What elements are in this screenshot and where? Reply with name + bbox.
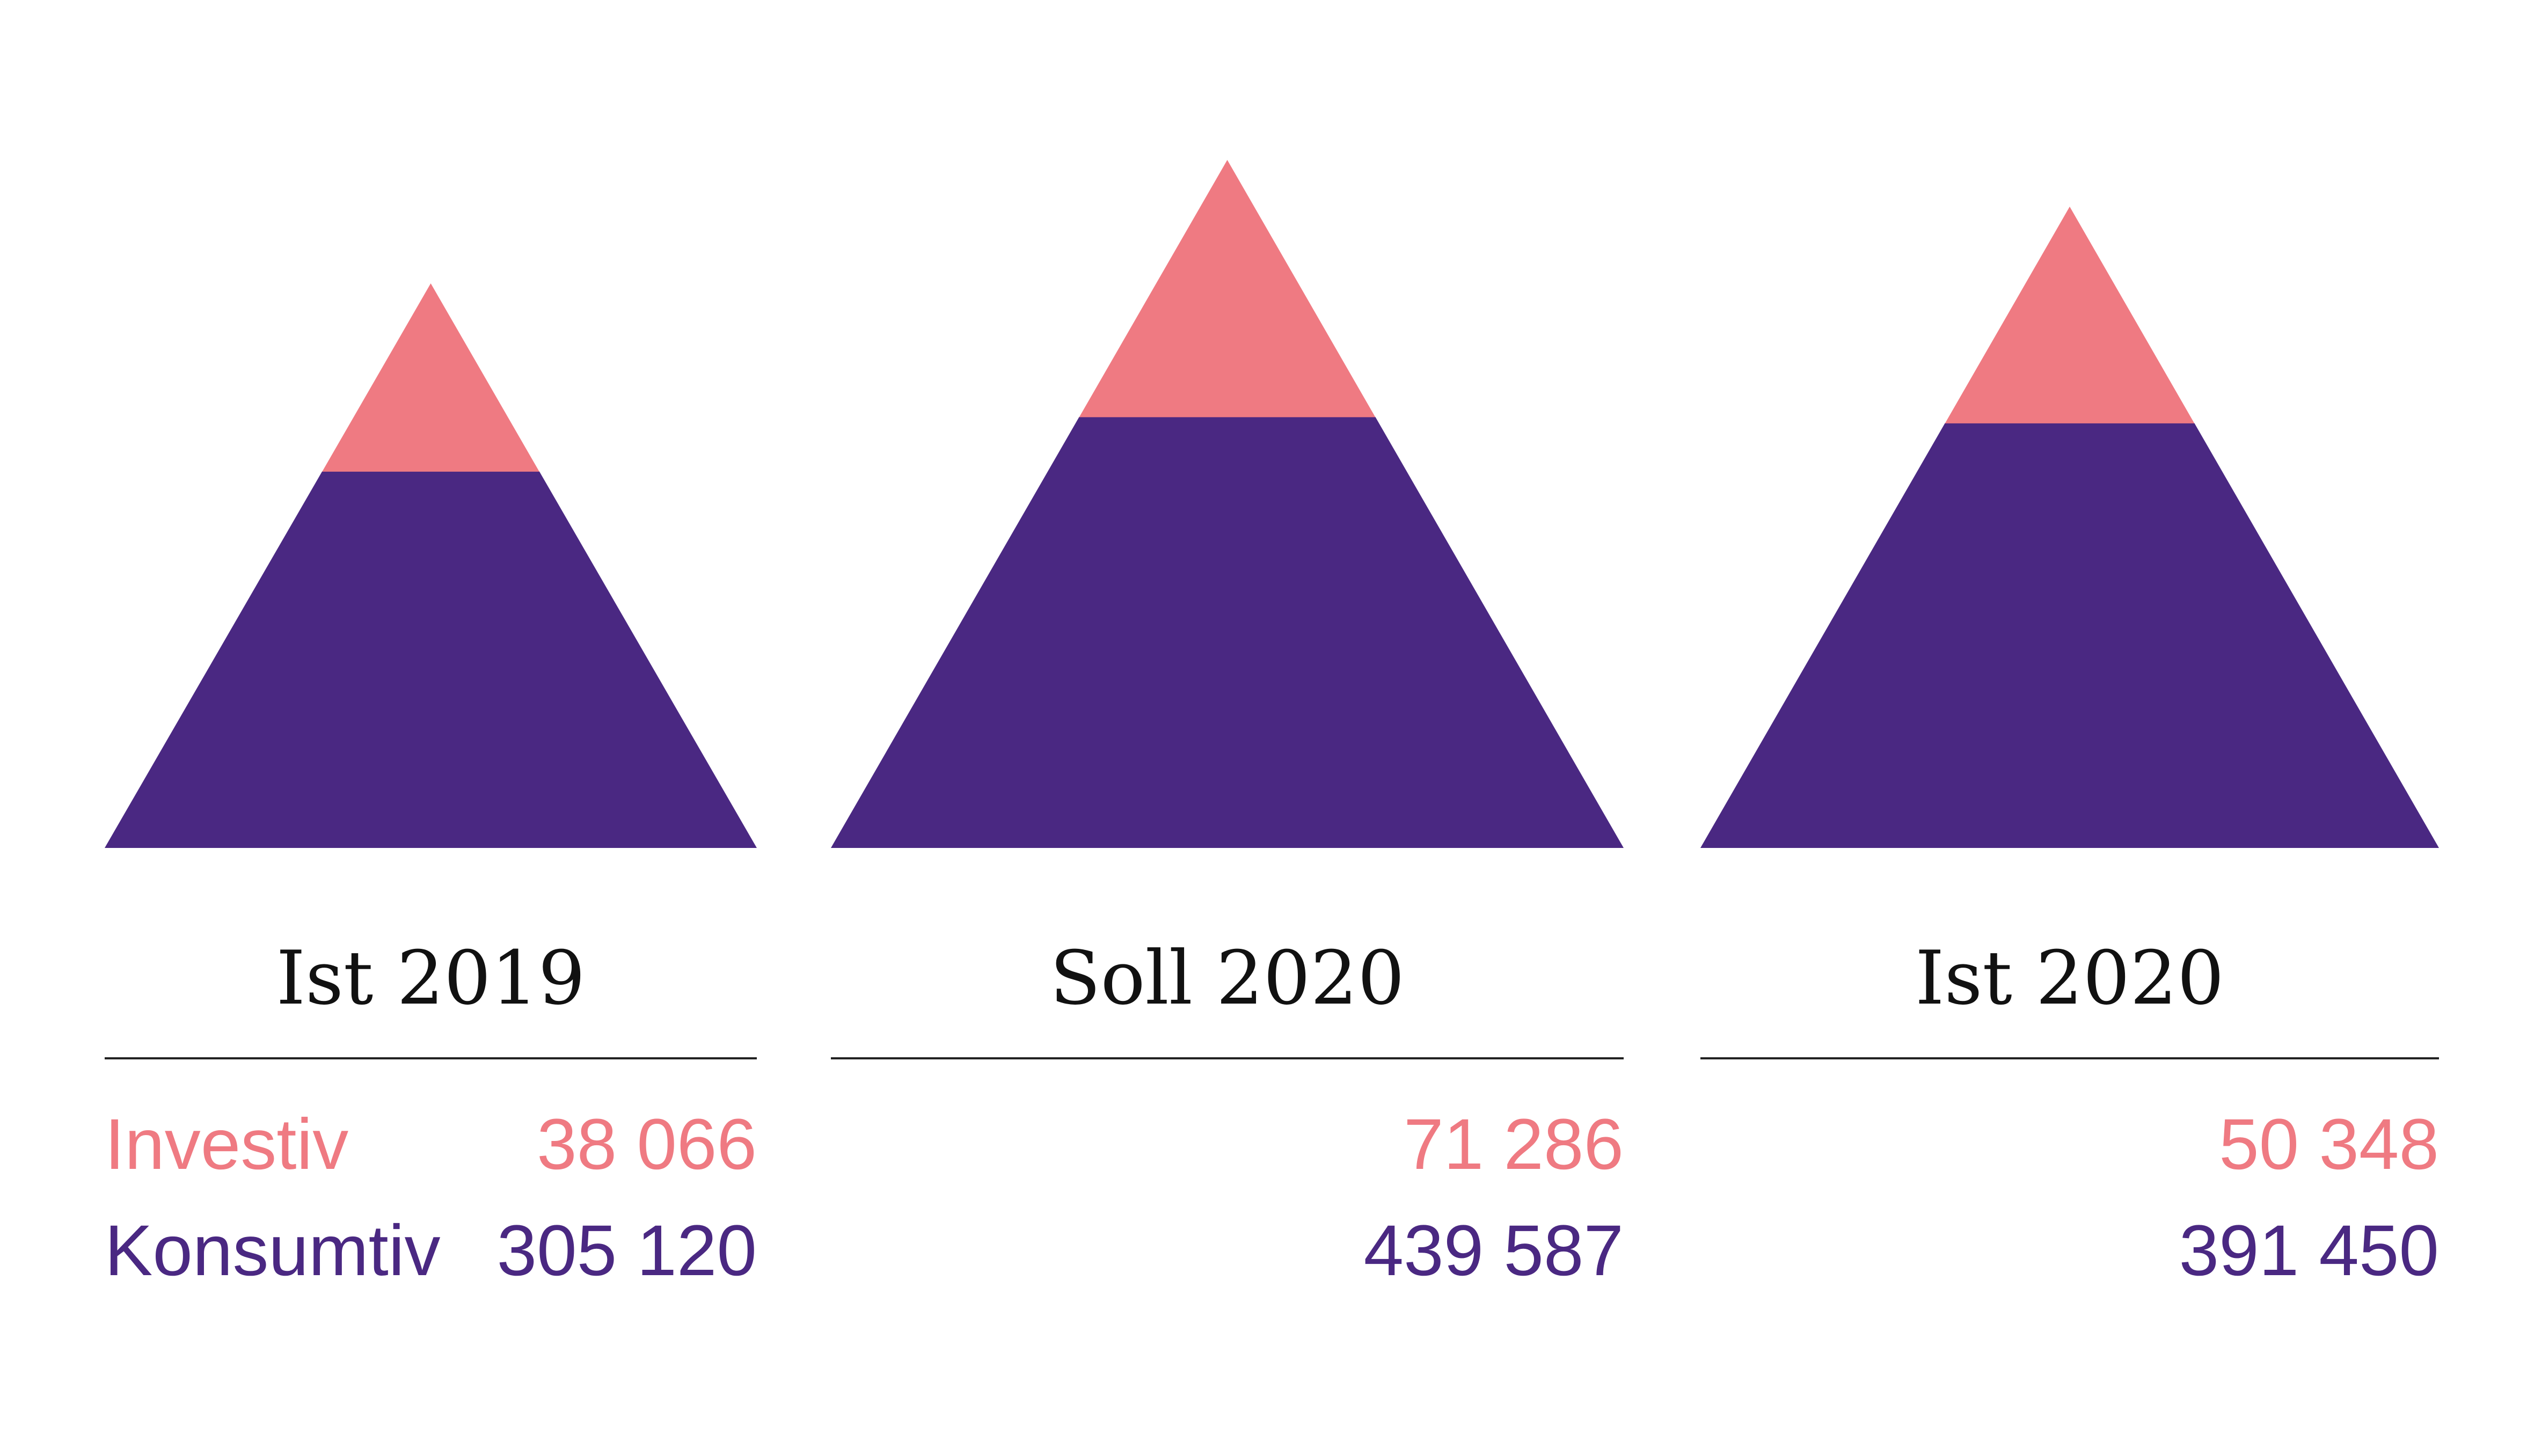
- investiv-value-1: 38 066: [537, 1104, 757, 1184]
- pyramid-investiv-2: [1079, 160, 1376, 418]
- pyramid-title-1: Ist 2019: [276, 935, 586, 1021]
- pyramid-konsumtiv-3: [1700, 423, 2439, 848]
- konsumtiv-value-3: 391 450: [2179, 1211, 2439, 1291]
- pyramid-labels: Ist 2019 38 066 305 120 Investiv Konsumtiv So…: [105, 935, 2439, 1291]
- pyramid-investiv-1: [322, 283, 539, 472]
- pyramid-konsumtiv-1: [105, 471, 757, 848]
- legend-konsumtiv: Konsumtiv: [105, 1211, 441, 1291]
- pyramid-konsumtiv-2: [831, 416, 1624, 848]
- pyramid-investiv-3: [1945, 207, 2195, 423]
- investiv-value-2: 71 286: [1404, 1104, 1624, 1184]
- legend-investiv: Investiv: [105, 1104, 348, 1184]
- konsumtiv-value-1: 305 120: [497, 1211, 757, 1291]
- pyramid-title-2: Soll 2020: [1050, 935, 1405, 1021]
- konsumtiv-value-2: 439 587: [1364, 1211, 1624, 1291]
- pyramid-title-3: Ist 2020: [1915, 935, 2224, 1021]
- investiv-value-3: 50 348: [2219, 1104, 2439, 1184]
- pyramid-shapes: [105, 160, 2439, 848]
